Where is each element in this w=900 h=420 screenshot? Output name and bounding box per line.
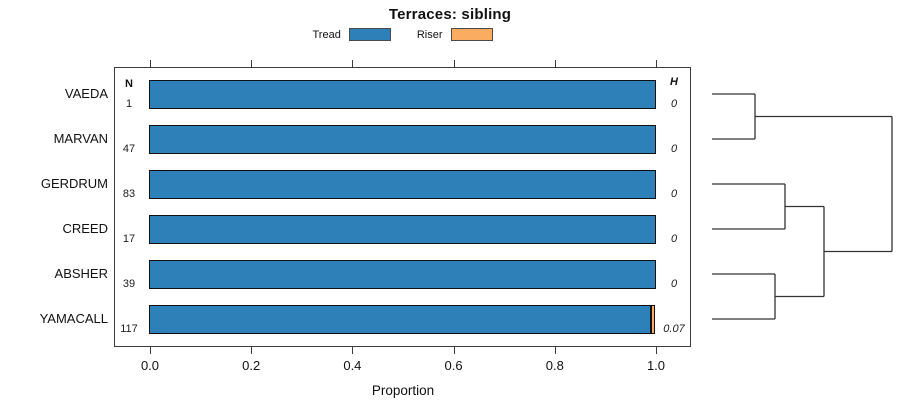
bar-segment-riser <box>650 304 656 334</box>
legend-label-tread: Tread <box>312 28 341 41</box>
x-tick-label: 1.0 <box>646 358 666 373</box>
x-tick-bottom <box>656 347 657 354</box>
entropy-value-absher: 0 <box>670 277 678 290</box>
proportion-bar-absher <box>148 259 656 289</box>
entropy-value-yamacall: 0.07 <box>663 322 685 335</box>
x-tick-label: 0.0 <box>140 358 160 373</box>
proportion-bar-vaeda <box>148 79 656 109</box>
x-tick-top <box>150 60 151 67</box>
count-value-absher: 39 <box>122 277 136 290</box>
x-axis-title: Proportion <box>371 383 435 398</box>
x-tick-top <box>453 60 455 67</box>
bar-segment-tread <box>148 169 656 199</box>
category-label-creed: CREED <box>62 221 108 236</box>
x-tick-bottom <box>352 347 354 354</box>
x-tick-label: 0.6 <box>444 358 463 373</box>
category-label-yamacall: YAMACALL <box>39 311 108 326</box>
x-tick-bottom <box>453 347 455 354</box>
x-tick-bottom <box>554 347 556 354</box>
count-value-yamacall: 117 <box>120 322 138 335</box>
category-label-vaeda: VAEDA <box>64 86 108 101</box>
entropy-value-gerdrum: 0 <box>670 187 678 200</box>
x-tick-bottom <box>251 347 253 354</box>
x-tick-top <box>656 60 657 67</box>
proportion-bar-creed <box>148 214 656 244</box>
count-value-creed: 17 <box>122 232 136 245</box>
plot-area <box>114 67 691 347</box>
entropy-column-header: H <box>670 76 678 88</box>
bar-segment-tread <box>148 79 656 109</box>
count-column-header: N <box>125 78 133 90</box>
riser-color-swatch <box>450 28 493 41</box>
legend-item-tread: Tread <box>313 28 391 41</box>
count-value-vaeda: 1 <box>125 97 133 110</box>
legend-label-riser: Riser <box>416 28 443 41</box>
chart-title: Terraces: sibling <box>388 6 512 23</box>
x-tick-top <box>554 60 556 67</box>
entropy-value-vaeda: 0 <box>670 97 678 110</box>
x-tick-label: 0.4 <box>343 358 362 373</box>
count-value-gerdrum: 83 <box>122 187 136 200</box>
count-value-marvan: 47 <box>122 142 136 155</box>
proportion-bar-yamacall <box>148 304 656 334</box>
proportion-bar-gerdrum <box>148 169 656 199</box>
x-tick-top <box>352 60 354 67</box>
x-tick-label: 0.8 <box>545 358 564 373</box>
x-tick-label: 0.2 <box>242 358 261 373</box>
bar-segment-tread <box>148 259 656 289</box>
bar-segment-tread <box>148 124 656 154</box>
entropy-value-marvan: 0 <box>670 142 678 155</box>
x-tick-bottom <box>150 347 151 354</box>
category-label-gerdrum: GERDRUM <box>40 176 108 191</box>
category-label-absher: ABSHER <box>54 266 108 281</box>
legend: Tread Riser <box>114 27 691 42</box>
category-label-marvan: MARVAN <box>53 131 108 146</box>
bar-segment-tread <box>148 304 651 334</box>
bar-segment-tread <box>148 214 656 244</box>
proportion-bar-marvan <box>148 124 656 154</box>
tread-color-swatch <box>348 28 391 41</box>
legend-item-riser: Riser <box>417 28 493 41</box>
x-tick-top <box>251 60 253 67</box>
entropy-value-creed: 0 <box>670 232 678 245</box>
